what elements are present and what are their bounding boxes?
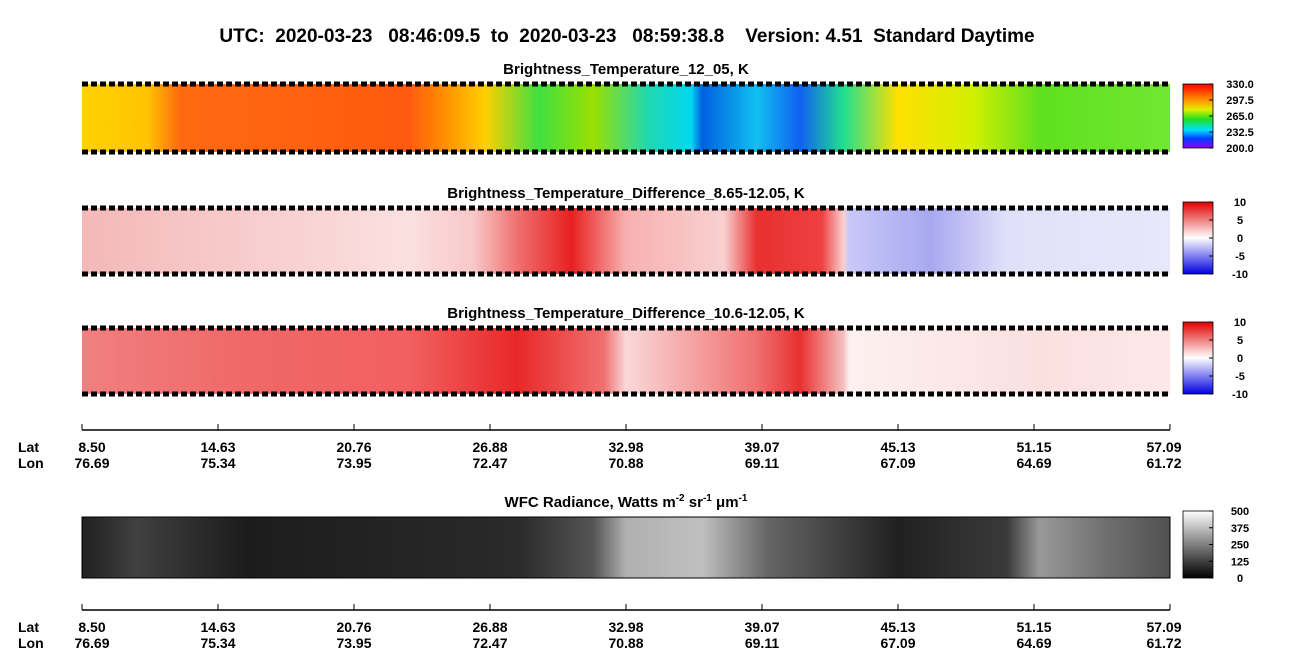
superscript: -1 [703,493,712,504]
lat-tick-label: 39.07 [744,619,779,635]
image-panel [81,516,1171,579]
lat-tick-label: 32.98 [608,439,643,455]
lat-tick-label: 57.09 [1146,439,1181,455]
lon-tick-label: 75.34 [200,635,235,651]
superscript: -1 [739,493,748,504]
title-part: sr [685,494,704,511]
colorbar-tick-label: -5 [1235,251,1245,263]
colorbar [1182,83,1214,149]
colorbar-tick-label: -10 [1232,269,1248,281]
lon-tick-label: 72.47 [472,635,507,651]
colorbar-tick-label: -10 [1232,389,1248,401]
colorbar-tick-label: 0 [1237,353,1243,365]
colorbar-tick-label: -5 [1235,371,1245,383]
colorbar-tick-label: 0 [1237,573,1243,585]
lon-tick-label: 76.69 [74,635,109,651]
colorbar-tick-label: 5 [1237,215,1243,227]
colorbar-tick-label: 330.0 [1226,79,1254,91]
title-part: Brightness_Temperature_Difference_10.6-1… [447,305,805,322]
colorbar [1182,321,1214,395]
title-part: Brightness_Temperature_12_05, K [503,61,749,78]
title-part: Brightness_Temperature_Difference_8.65-1… [447,185,805,202]
lon-label: Lon [18,635,44,651]
image-panel [82,84,1170,152]
panel-title: Brightness_Temperature_12_05, K [503,61,749,78]
page-title: UTC: 2020-03-23 08:46:09.5 to 2020-03-23… [219,26,1034,47]
image-panel [82,208,1170,274]
lat-tick-label: 26.88 [472,439,507,455]
lon-tick-label: 76.69 [74,455,109,471]
lat-tick-label: 57.09 [1146,619,1181,635]
lat-tick-label: 8.50 [78,439,105,455]
colorbar-tick-label: 500 [1231,506,1249,518]
lon-tick-label: 73.95 [336,635,371,651]
panel-title: WFC Radiance, Watts m-2 sr-1 μm-1 [505,493,748,511]
lat-tick-label: 20.76 [336,439,371,455]
lat-tick-label: 14.63 [200,439,235,455]
lat-tick-label: 39.07 [744,439,779,455]
colorbar-tick-label: 250 [1231,540,1249,552]
lon-tick-label: 70.88 [608,455,643,471]
colorbar-tick-label: 297.5 [1226,95,1254,107]
lon-tick-label: 73.95 [336,455,371,471]
lon-tick-label: 61.72 [1146,455,1181,471]
colorbar-tick-label: 375 [1231,523,1249,535]
panel-title: Brightness_Temperature_Difference_10.6-1… [447,305,805,322]
title-part: WFC Radiance, Watts m [505,494,676,511]
colorbar-tick-label: 200.0 [1226,143,1254,155]
lon-label: Lon [18,455,44,471]
lat-tick-label: 45.13 [880,619,915,635]
colorbar-tick-label: 0 [1237,233,1243,245]
lat-tick-label: 45.13 [880,439,915,455]
lat-tick-label: 32.98 [608,619,643,635]
colorbar-tick-label: 265.0 [1226,111,1254,123]
lon-tick-label: 75.34 [200,455,235,471]
lon-tick-label: 67.09 [880,455,915,471]
lat-tick-label: 51.15 [1016,619,1051,635]
lat-label: Lat [18,439,39,455]
lat-tick-label: 51.15 [1016,439,1051,455]
colorbar-tick-label: 10 [1234,197,1246,209]
lat-tick-label: 14.63 [200,619,235,635]
colorbar-tick-label: 10 [1234,317,1246,329]
colorbar-tick-label: 5 [1237,335,1243,347]
colorbar [1182,510,1214,579]
lon-tick-label: 70.88 [608,635,643,651]
lat-tick-label: 20.76 [336,619,371,635]
lat-tick-label: 8.50 [78,619,105,635]
colorbar [1182,201,1214,275]
lat-tick-label: 26.88 [472,619,507,635]
superscript: -2 [676,493,685,504]
image-panel [82,328,1170,394]
lon-tick-label: 69.11 [745,635,779,651]
lat-label: Lat [18,619,39,635]
lon-tick-label: 61.72 [1146,635,1181,651]
title-part: μm [712,494,739,511]
lon-tick-label: 69.11 [745,455,779,471]
panel-title: Brightness_Temperature_Difference_8.65-1… [447,185,805,202]
lon-tick-label: 64.69 [1016,455,1051,471]
colorbar-tick-label: 232.5 [1226,127,1254,139]
lon-tick-label: 72.47 [472,455,507,471]
lon-tick-label: 67.09 [880,635,915,651]
colorbar-tick-label: 125 [1231,556,1249,568]
lon-tick-label: 64.69 [1016,635,1051,651]
